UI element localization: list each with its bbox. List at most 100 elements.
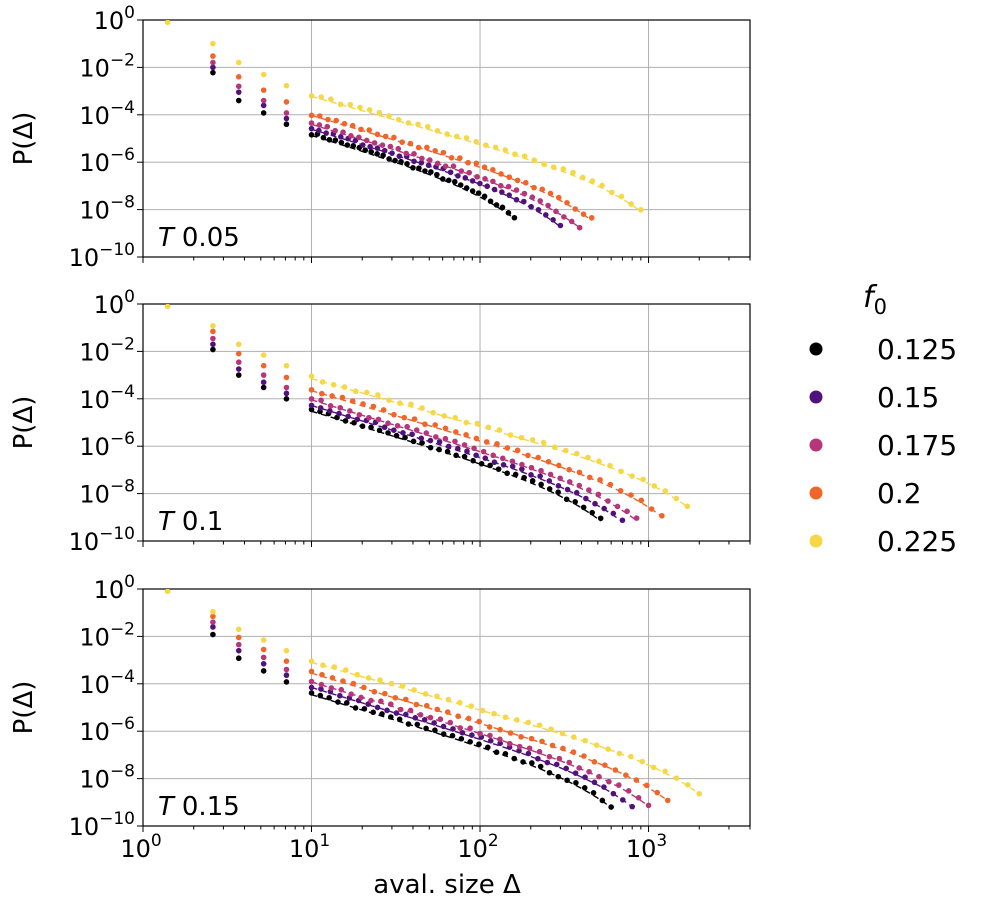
data-point — [452, 438, 458, 445]
legend-title-sub: 0 — [874, 295, 887, 319]
data-point — [484, 744, 491, 751]
data-point — [559, 730, 566, 737]
data-point — [434, 706, 441, 713]
data-point — [447, 169, 454, 176]
data-point — [408, 401, 414, 407]
data-point — [411, 158, 417, 165]
y-tick-label-exp: 0 — [124, 572, 135, 592]
data-point — [419, 440, 425, 446]
data-point — [447, 719, 454, 726]
data-point — [347, 101, 354, 108]
data-point — [685, 782, 691, 788]
data-point — [419, 405, 425, 411]
data-point — [481, 193, 488, 200]
data-point — [283, 99, 290, 105]
data-point — [487, 198, 494, 205]
data-point — [431, 720, 437, 726]
x-tick-label-exp: 0 — [151, 831, 162, 851]
series-0.225 — [164, 304, 691, 510]
data-point — [424, 144, 430, 151]
data-point — [633, 777, 640, 783]
data-point — [576, 765, 582, 771]
data-point — [467, 738, 473, 745]
data-point — [573, 489, 580, 496]
data-point — [360, 401, 366, 407]
data-point — [502, 714, 509, 721]
data-point — [380, 152, 386, 159]
data-point — [463, 432, 469, 438]
data-point — [551, 444, 558, 450]
data-point — [449, 732, 456, 739]
data-point — [650, 764, 657, 771]
y-tick-label-exp: −10 — [99, 524, 135, 544]
data-point — [619, 797, 626, 803]
data-point — [235, 89, 242, 95]
data-point — [629, 473, 635, 479]
data-point — [235, 83, 242, 90]
data-point — [404, 423, 410, 430]
data-point — [564, 777, 570, 784]
data-point — [571, 734, 577, 740]
series-0.2 — [210, 53, 595, 222]
data-point — [283, 384, 290, 391]
plot-area — [164, 304, 691, 524]
data-point — [504, 445, 511, 451]
data-point — [235, 59, 242, 66]
data-point — [441, 413, 447, 419]
data-point — [560, 165, 567, 172]
data-point — [371, 140, 378, 146]
data-point — [485, 424, 492, 431]
plot-area — [164, 589, 703, 810]
y-tick-label-exp: 0 — [124, 287, 135, 307]
data-point — [445, 177, 452, 184]
data-point — [283, 374, 290, 381]
data-point — [457, 725, 464, 731]
data-point — [333, 117, 340, 124]
data-point — [418, 159, 425, 166]
data-point — [461, 442, 468, 448]
data-point — [505, 210, 512, 216]
data-point — [555, 773, 562, 780]
data-point — [235, 366, 242, 372]
y-tick-label-exp: −10 — [99, 240, 135, 260]
data-point — [440, 176, 446, 182]
data-point — [545, 458, 552, 465]
data-point — [521, 474, 527, 481]
data-point — [505, 183, 512, 190]
data-point — [537, 473, 543, 479]
data-point — [502, 147, 509, 153]
y-tick-label: 10−2 — [79, 619, 135, 651]
y-tick-label-base: 10 — [79, 149, 110, 177]
data-point — [405, 120, 412, 126]
data-point — [563, 496, 570, 503]
data-point — [473, 138, 479, 145]
data-point — [346, 408, 353, 414]
x-tick-label-base: 10 — [457, 835, 488, 863]
data-point — [514, 447, 521, 454]
data-point — [434, 693, 440, 700]
data-point — [395, 145, 402, 152]
data-point — [597, 515, 604, 522]
data-point — [407, 707, 414, 714]
data-point — [453, 452, 459, 459]
data-point — [445, 443, 452, 450]
data-point — [260, 71, 267, 78]
series-0.125 — [210, 346, 604, 522]
data-point — [566, 479, 573, 485]
data-point — [528, 735, 535, 742]
y-tick-label: 10−8 — [79, 762, 135, 794]
data-point — [340, 678, 346, 684]
data-point — [483, 439, 490, 445]
data-point — [696, 790, 703, 797]
y-tick-label: 10−6 — [79, 429, 135, 461]
data-point — [354, 671, 360, 678]
data-point — [509, 463, 516, 470]
data-point — [454, 133, 460, 140]
data-point — [469, 188, 476, 194]
data-point — [308, 132, 315, 138]
data-point — [466, 169, 473, 176]
data-point — [433, 434, 439, 440]
data-point — [386, 397, 392, 403]
data-point — [308, 386, 315, 393]
